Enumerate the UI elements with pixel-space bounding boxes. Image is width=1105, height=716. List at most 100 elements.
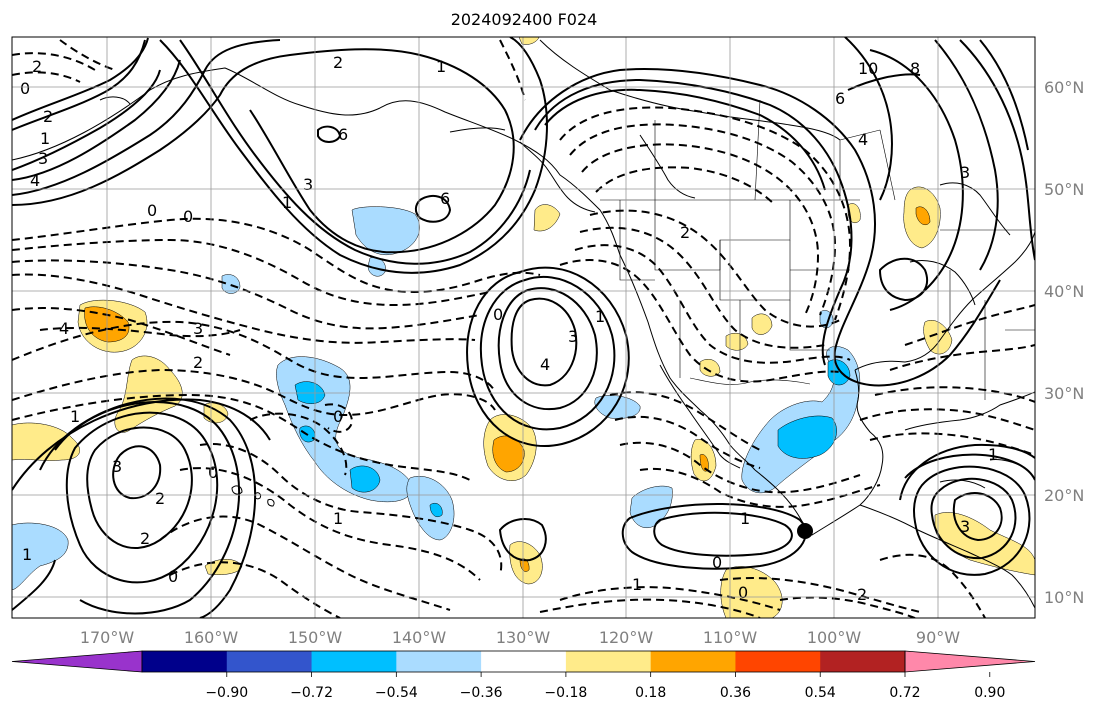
- contour-positive: [54, 401, 241, 615]
- contour-negative: [559, 586, 781, 611]
- contour-label: 8: [910, 59, 920, 78]
- border: [754, 99, 761, 201]
- longitude-label: 140°W: [392, 628, 447, 647]
- colorbar-bin: [820, 651, 906, 672]
- contour-positive: [12, 559, 56, 611]
- contour-label: 3: [960, 163, 970, 182]
- shade-region: [518, 37, 540, 45]
- contour-label: 0: [738, 583, 748, 602]
- contour-negative: [199, 443, 503, 576]
- contour-label: 2: [193, 353, 203, 372]
- contour-negative: [589, 209, 841, 328]
- contour-positive: [952, 492, 1003, 542]
- contour-label: 1: [988, 445, 998, 464]
- contour-label: 6: [835, 89, 845, 108]
- contour-positive: [12, 39, 146, 131]
- contour-negative: [639, 468, 881, 508]
- contour-positive: [510, 297, 578, 387]
- contour-label: 1: [70, 407, 80, 426]
- colorbar-bin: [735, 651, 821, 672]
- contour-label: 4: [858, 130, 868, 149]
- map-panel: 2 2 1 0 1 2 3 4 6 6 3 1 0 4 3 2 1 0 3 2: [11, 36, 1036, 619]
- contour-negative: [889, 344, 1035, 371]
- coastline: [754, 369, 884, 536]
- contour-label: 3: [112, 457, 122, 476]
- contour-positive: [479, 275, 616, 431]
- contour-label: 1: [436, 57, 446, 76]
- latitude-label: 30°N: [1044, 384, 1084, 403]
- coastline: [231, 485, 243, 495]
- colorbar-extend-high: [904, 650, 1036, 673]
- contour-negative: [859, 408, 1035, 431]
- coastline: [449, 127, 506, 133]
- contour-positive: [930, 477, 1017, 560]
- contour-negative: [569, 123, 837, 316]
- coastline: [12, 67, 756, 471]
- contour-label: 3: [193, 319, 203, 338]
- shade-region: [699, 359, 721, 377]
- longitude-label: 100°W: [807, 628, 862, 647]
- colorbar-tick-label: −0.90: [205, 685, 248, 701]
- contour-negative: [12, 307, 231, 356]
- contour-positive: [844, 37, 893, 201]
- contour-negative: [619, 441, 861, 494]
- contour-positive: [498, 518, 547, 562]
- contour-negative: [719, 577, 921, 613]
- contour-label: 1: [282, 193, 292, 212]
- contour-label: 1: [22, 545, 32, 564]
- contour-negative: [499, 39, 526, 101]
- contour-positive: [913, 465, 1031, 576]
- contour-label: 2: [155, 489, 165, 508]
- contour-positive: [12, 48, 515, 254]
- marker-dot: [797, 523, 813, 539]
- contour-positive: [621, 503, 807, 570]
- contour-positive: [934, 39, 999, 271]
- lat-lon-grid: [12, 37, 1035, 618]
- shade-region: [429, 502, 443, 518]
- colorbar-bin: [565, 651, 652, 672]
- contour-positive: [12, 69, 161, 171]
- longitude-label: 150°W: [288, 628, 343, 647]
- contour-positive: [534, 78, 853, 366]
- colorbar-bin: [226, 651, 313, 672]
- longitude-label: 110°W: [703, 628, 758, 647]
- contour-lines-negative: [12, 39, 1035, 618]
- coastline: [854, 231, 1035, 371]
- contour-label: 2: [680, 223, 690, 242]
- latitude-labels: 60°N 50°N 40°N 30°N 20°N 10°N: [1044, 78, 1084, 607]
- colorbar-tick-label: 0.18: [635, 685, 666, 701]
- shade-region: [629, 485, 673, 528]
- colorbar-tick-label: −0.36: [460, 685, 503, 701]
- contour-label: 4: [59, 319, 69, 338]
- contour-positive: [544, 88, 826, 191]
- contour-positive: [899, 443, 1035, 501]
- coastline: [909, 259, 976, 306]
- contour-label: 3: [568, 327, 578, 346]
- contour-negative: [12, 217, 541, 293]
- coastline: [859, 504, 1035, 609]
- contour-label: 0: [168, 567, 178, 586]
- contour-label: 0: [208, 463, 218, 482]
- contour-negative: [249, 412, 348, 476]
- contour-negative: [12, 238, 491, 307]
- contour-negative: [614, 415, 761, 469]
- contour-positive: [959, 39, 1035, 261]
- contour-label: 2: [32, 57, 42, 76]
- contour-label: 4: [540, 355, 550, 374]
- longitude-label: 90°W: [916, 628, 960, 647]
- contour-positive: [112, 445, 162, 500]
- contour-positive: [497, 287, 598, 411]
- colorbar: −0.90 −0.72 −0.54 −0.36 −0.18 0.18 0.36 0.54 0.7…: [11, 650, 1036, 701]
- contour-negative: [12, 368, 496, 417]
- coastline: [519, 141, 596, 213]
- contour-positive: [159, 37, 548, 274]
- longitude-label: 170°W: [80, 628, 135, 647]
- longitude-label: 120°W: [599, 628, 654, 647]
- latitude-label: 20°N: [1044, 486, 1084, 505]
- colorbar-tick-label: −0.54: [375, 685, 418, 701]
- colorbar-bin: [481, 651, 567, 672]
- contour-label: 2: [43, 107, 53, 126]
- colorbar-bin: [142, 651, 228, 672]
- border: [619, 200, 655, 281]
- shade-region: [12, 422, 80, 461]
